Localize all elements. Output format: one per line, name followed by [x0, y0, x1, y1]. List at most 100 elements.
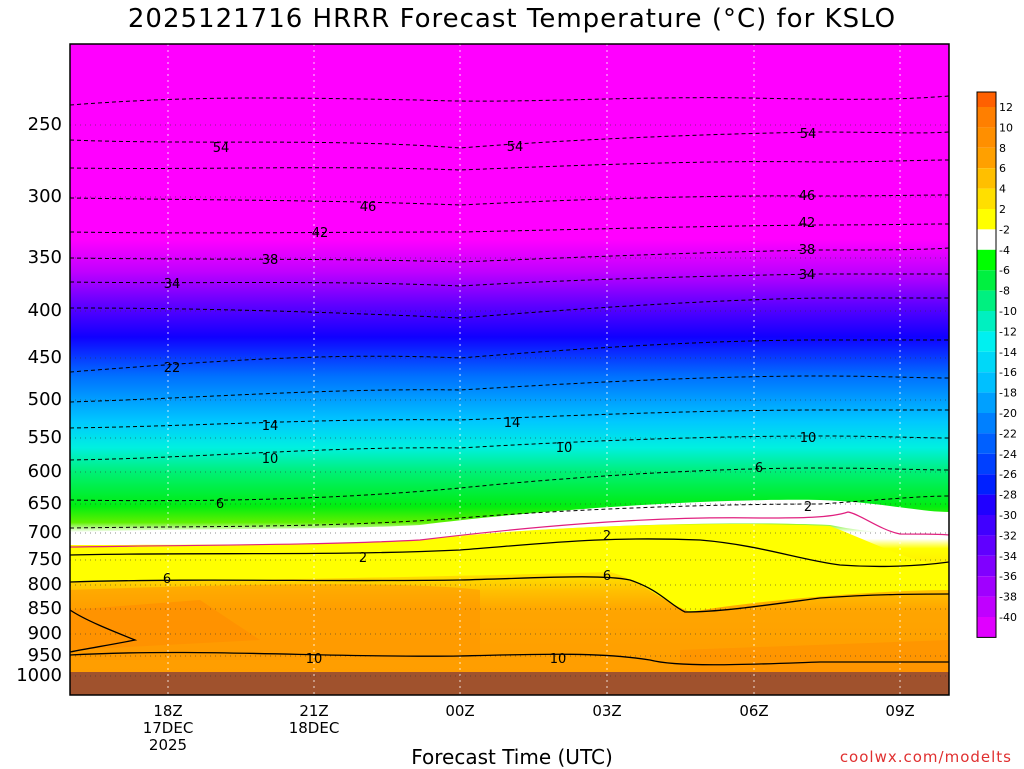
- x-tick-text: 2025: [148, 736, 188, 754]
- colorbar-frame: [976, 91, 997, 638]
- contour-label: 46: [360, 200, 377, 215]
- colorbar-segment: [977, 474, 996, 495]
- colorbar-segment: [977, 494, 996, 515]
- colorbar-segment: [977, 147, 996, 169]
- y-tick-label: 900: [27, 623, 62, 644]
- x-tick-label: 21Z 18DEC: [274, 703, 354, 737]
- contour-label: 6: [603, 569, 611, 584]
- colorbar-label: -12: [999, 325, 1017, 338]
- y-tick-label: 600: [27, 461, 62, 482]
- y-tick-label: 400: [27, 300, 62, 321]
- y-tick-label: 250: [27, 114, 62, 135]
- x-axis-label: Forecast Time (UTC): [411, 745, 613, 769]
- colorbar-segment: [977, 535, 996, 556]
- y-tick-label: 650: [27, 493, 62, 514]
- contour-label: 54: [800, 127, 817, 142]
- colorbar-label: -14: [999, 346, 1017, 359]
- y-tick-label: 1000: [16, 665, 62, 686]
- colorbar-label: -30: [999, 509, 1017, 522]
- colorbar-segment: [977, 107, 996, 128]
- warm-patch: [680, 640, 949, 675]
- colorbar-label: -22: [999, 427, 1017, 440]
- contour-label: 6: [216, 497, 224, 512]
- colorbar-segment: [977, 188, 996, 209]
- colorbar-segment: [977, 311, 996, 332]
- colorbar-label: -16: [999, 366, 1017, 379]
- contour-label: 6: [163, 572, 171, 587]
- colorbar-label: -24: [999, 448, 1017, 461]
- y-tick-label: 350: [27, 247, 62, 268]
- colorbar-label: -40: [999, 611, 1017, 624]
- contour-label: 54: [507, 140, 524, 155]
- colorbar-label: -32: [999, 529, 1017, 542]
- colorbar-segment: [977, 92, 996, 107]
- contour-label: 46: [799, 189, 816, 204]
- colorbar-segment: [977, 433, 996, 454]
- y-tick-label: 550: [27, 427, 62, 448]
- colorbar-segment: [977, 413, 996, 434]
- contour-label: 14: [504, 416, 521, 431]
- contour-label: 10: [550, 652, 567, 667]
- chart-title: 2025121716 HRRR Forecast Temperature (°C…: [127, 4, 897, 34]
- colorbar-segment: [977, 249, 996, 271]
- colorbar-label: -8: [999, 285, 1010, 298]
- contour-label: 38: [799, 243, 816, 258]
- x-tick-label: 18Z 17DEC 2025: [128, 703, 208, 754]
- contour-label: 2: [603, 529, 611, 544]
- y-tick-label: 950: [27, 645, 62, 666]
- colorbar-segment: [977, 596, 996, 617]
- colorbar-segment: [977, 392, 996, 413]
- y-tick-label: 850: [27, 598, 62, 619]
- plot-frame: [69, 43, 950, 696]
- x-tick-text: 09Z: [885, 702, 915, 720]
- colorbar-segment: [977, 127, 996, 148]
- colorbar-segment: [977, 229, 996, 250]
- cold-contours: [70, 95, 949, 529]
- contour-label: 10: [800, 431, 817, 446]
- freezing-line: [70, 511, 949, 548]
- colorbar-label: -4: [999, 244, 1010, 257]
- colorbar-label: 6: [999, 162, 1006, 175]
- contour-label: 34: [164, 277, 181, 292]
- contour-label: 10: [306, 652, 323, 667]
- colorbar-label: -10: [999, 305, 1017, 318]
- x-tick-text: 03Z: [592, 702, 622, 720]
- colorbar-label: -6: [999, 264, 1010, 277]
- colorbar: 12 10 8 6 4 2 -2 -4 -6 -8 -10 -12 -14 -16 -18 -20 -22 -24…: [976, 91, 1017, 638]
- colorbar-segment: [977, 351, 996, 373]
- x-tick-label: 09Z: [860, 703, 940, 720]
- colorbar-label: -38: [999, 591, 1017, 604]
- colorbar-segment: [977, 576, 996, 597]
- yellow-layer: [70, 523, 949, 612]
- colorbar-label: -26: [999, 468, 1017, 481]
- colorbar-segment: [977, 372, 996, 393]
- colorbar-segment: [977, 331, 996, 352]
- colorbar-segment: [977, 168, 996, 189]
- contour-label: 34: [799, 268, 816, 283]
- colorbar-label: 4: [999, 183, 1006, 196]
- colorbar-segment: [977, 453, 996, 475]
- credit-text: coolwx.com/modelts: [839, 748, 1012, 766]
- colorbar-label: -34: [999, 550, 1017, 563]
- x-tick-label: 03Z: [567, 703, 647, 720]
- contour-label: 42: [312, 226, 329, 241]
- y-tick-label: 750: [27, 549, 62, 570]
- colorbar-label: -36: [999, 570, 1017, 583]
- contour-label: 2: [804, 500, 812, 515]
- y-tick-label: 450: [27, 347, 62, 368]
- x-tick-text: 21Z: [299, 702, 329, 720]
- contour-label: 6: [755, 461, 763, 476]
- colorbar-segment: [977, 617, 996, 638]
- colorbar-label: 12: [999, 101, 1013, 114]
- colorbar-label: -2: [999, 223, 1010, 236]
- freezing-band: [70, 499, 949, 545]
- x-tick-text: 06Z: [739, 702, 769, 720]
- contour-label: 42: [799, 216, 816, 231]
- contour-label: 2: [359, 551, 367, 566]
- colorbar-label: 10: [999, 121, 1013, 134]
- ground: [70, 672, 949, 695]
- colorbar-segment: [977, 209, 996, 230]
- colorbar-label: -18: [999, 387, 1017, 400]
- colorbar-segment: [977, 555, 996, 577]
- contour-label: 38: [262, 253, 279, 268]
